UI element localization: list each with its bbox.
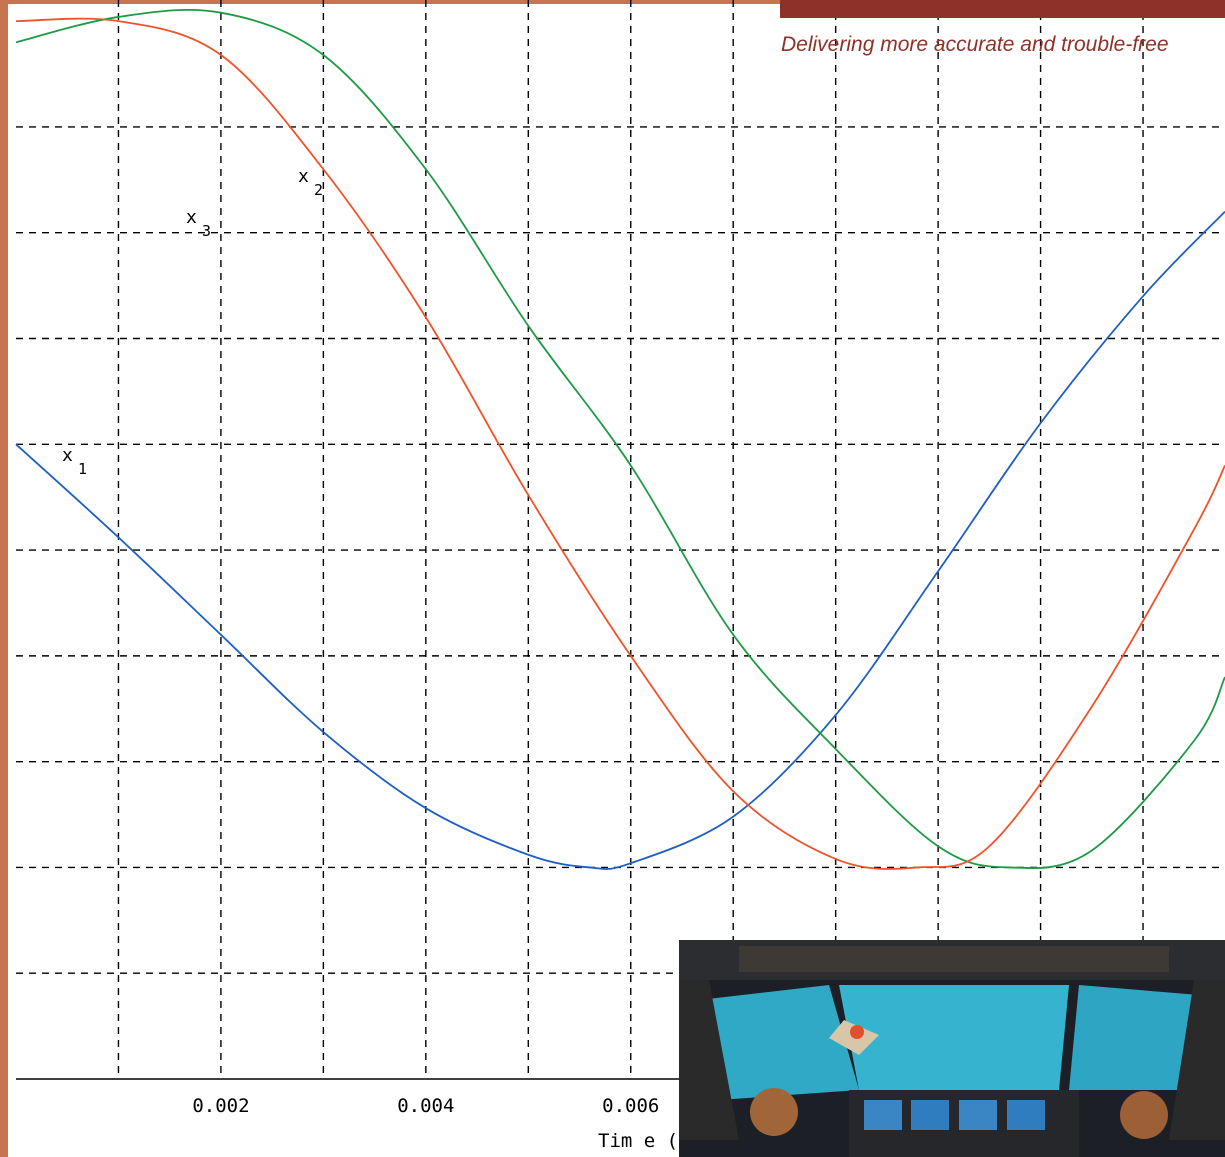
series-label-x3: x (186, 207, 197, 228)
series-line-x2 (15, 9, 1225, 869)
plot-series (15, 9, 1225, 870)
series-label-x2: x (298, 166, 309, 187)
brand-banner (780, 0, 1225, 18)
series-labels: x 1 x 2 x 3 (62, 166, 323, 478)
series-line-x1 (15, 210, 1225, 870)
series-label-x3-sub: 3 (202, 222, 211, 240)
x-axis-label: Tim e (s (598, 1130, 690, 1152)
series-label-x1: x (62, 445, 73, 466)
cockpit-photo-icon (679, 940, 1225, 1157)
series-label-x2-sub: 2 (314, 181, 323, 199)
x-tick-label: 0.004 (397, 1095, 454, 1117)
grid (16, 0, 1225, 1079)
series-label-x1-sub: 1 (78, 460, 87, 478)
x-tick-label: 0.002 (192, 1095, 249, 1117)
banner-tagline: Delivering more accurate and trouble-fre… (781, 33, 1169, 56)
series-line-x3 (15, 17, 1225, 870)
x-tick-label: 0.006 (602, 1095, 659, 1117)
